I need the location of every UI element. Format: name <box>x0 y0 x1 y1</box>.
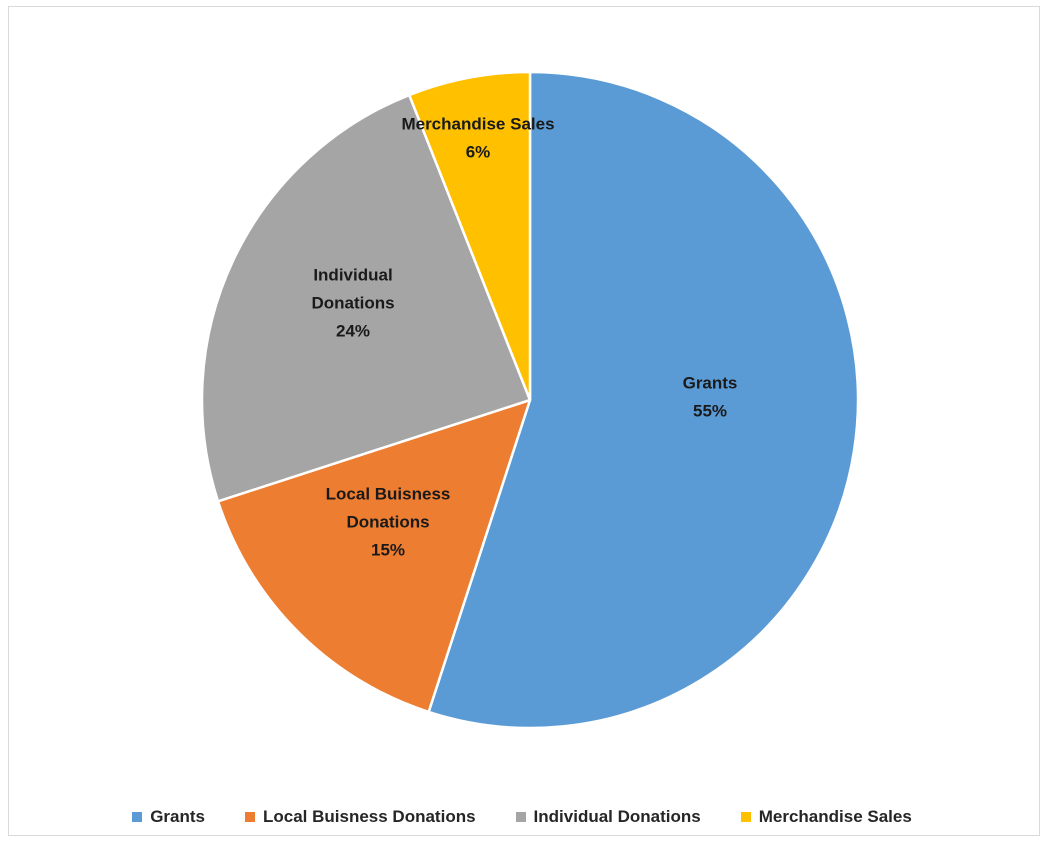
data-label-merchandise-sales: Merchandise Sales 6% <box>401 114 554 161</box>
legend-label-local-business-donations: Local Buisness Donations <box>263 807 476 826</box>
pie-slice-individual-donations <box>200 93 532 503</box>
legend-item-local-business-donations: Local Buisness Donations <box>245 807 476 827</box>
data-label-line: Merchandise Sales <box>401 114 554 133</box>
data-label-line: Donations <box>311 293 394 312</box>
data-label-line: Individual <box>313 265 392 284</box>
data-label-line: 55% <box>693 401 727 420</box>
data-label-line: Donations <box>346 512 429 531</box>
data-label-line: 6% <box>466 142 491 161</box>
legend: Grants Local Buisness Donations Individu… <box>0 804 1044 830</box>
data-label-line: 15% <box>371 540 405 559</box>
legend-swatch-grants <box>132 812 143 822</box>
legend-swatch-local-business-donations <box>245 812 255 822</box>
data-label-line: Local Buisness <box>326 484 451 503</box>
pie-slice-merchandise-sales <box>408 70 532 402</box>
pie-slice-grants <box>427 70 860 730</box>
legend-item-grants: Grants <box>132 807 205 827</box>
data-label-grants: Grants 55% <box>683 373 738 420</box>
pie-slice-local-buisness-donations <box>216 398 532 714</box>
data-label-line: Grants <box>683 373 738 392</box>
legend-item-merchandise-sales: Merchandise Sales <box>740 807 912 827</box>
data-label-line: 24% <box>336 321 370 340</box>
legend-label-grants: Grants <box>150 807 205 826</box>
legend-label-individual-donations: Individual Donations <box>533 807 701 826</box>
pie-slices <box>200 70 860 730</box>
data-label-individual-donations: Individual Donations 24% <box>311 265 394 340</box>
legend-swatch-individual-donations <box>515 812 526 822</box>
legend-swatch-merchandise-sales <box>740 812 751 822</box>
legend-label-merchandise-sales: Merchandise Sales <box>758 807 912 826</box>
legend-item-individual-donations: Individual Donations <box>515 807 701 827</box>
data-label-local-buisness-donations: Local Buisness Donations 15% <box>326 484 451 559</box>
pie-data-labels: Grants 55% Local Buisness Donations 15% Indiv… <box>311 114 737 559</box>
